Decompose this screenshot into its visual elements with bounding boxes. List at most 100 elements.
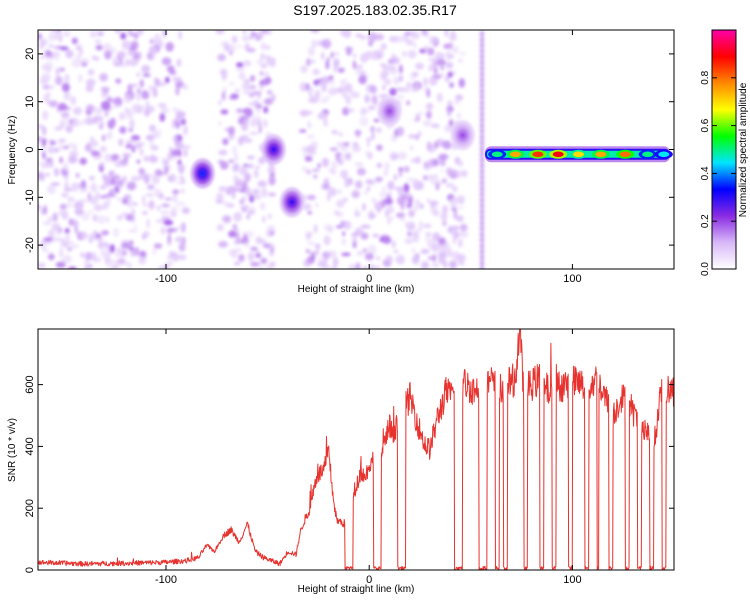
- boundary-streak: [480, 231, 484, 238]
- noise-blob: [260, 42, 266, 50]
- noise-blob: [261, 78, 270, 86]
- noise-blob: [115, 179, 124, 187]
- noise-blob: [114, 259, 125, 266]
- noise-blob: [128, 246, 134, 251]
- noise-blob: [250, 261, 260, 267]
- noise-blob: [233, 212, 243, 222]
- boundary-streak: [480, 134, 484, 141]
- noise-blob: [233, 175, 239, 182]
- noise-blob: [429, 35, 437, 45]
- noise-blob: [136, 30, 144, 36]
- noise-blob: [248, 102, 255, 106]
- noise-blob: [55, 31, 63, 39]
- noise-blob: [103, 177, 112, 187]
- noise-blob: [228, 230, 237, 238]
- noise-blob: [259, 70, 263, 76]
- noise-blob: [457, 160, 464, 168]
- noise-blob: [365, 252, 374, 261]
- noise-blob: [64, 181, 69, 189]
- noise-blob: [129, 240, 134, 246]
- boundary-streak: [480, 225, 484, 232]
- noise-blob: [423, 77, 428, 86]
- noise-blob: [60, 111, 70, 119]
- noise-blob: [172, 189, 180, 195]
- colorbar: 0.0 0.2 0.4 0.6 0.8 Normalized spectral ampl…: [700, 29, 749, 276]
- noise-blob: [96, 233, 102, 239]
- noise-blob: [423, 161, 429, 169]
- noise-blob: [115, 78, 122, 84]
- noise-blob: [235, 67, 246, 72]
- noise-blob: [428, 64, 434, 72]
- noise-blob: [413, 205, 419, 212]
- noise-blob: [142, 194, 146, 205]
- noise-blob: [382, 236, 392, 244]
- noise-blob: [337, 211, 344, 217]
- noise-blob: [181, 179, 185, 184]
- noise-blob: [459, 51, 466, 56]
- noise-blob: [45, 61, 54, 69]
- noise-blob: [71, 57, 82, 68]
- carrier-peak: [491, 151, 503, 158]
- boundary-streak: [480, 122, 484, 129]
- noise-blob: [370, 85, 378, 94]
- boundary-streak: [480, 82, 484, 89]
- x-tick-label: 0: [366, 273, 372, 285]
- noise-blob: [55, 75, 63, 86]
- spectral-feature: [270, 146, 277, 153]
- noise-blob: [436, 59, 447, 67]
- noise-blob: [391, 52, 395, 58]
- noise-blob: [175, 119, 182, 123]
- noise-blob: [84, 264, 89, 269]
- noise-blob: [121, 212, 129, 218]
- noise-blob: [241, 82, 252, 91]
- noise-blob: [371, 132, 375, 139]
- noise-blob: [419, 220, 423, 231]
- noise-blob: [60, 209, 69, 218]
- colorbar-tick-label: 0.4: [700, 166, 711, 180]
- noise-blob: [244, 243, 250, 248]
- noise-blob: [172, 193, 178, 203]
- noise-blob: [53, 237, 62, 242]
- noise-blob: [396, 212, 406, 218]
- noise-blob: [244, 172, 251, 183]
- noise-blob: [255, 36, 260, 41]
- noise-blob: [126, 181, 137, 191]
- noise-blob: [401, 194, 409, 200]
- noise-blob: [152, 131, 157, 140]
- boundary-streak: [480, 111, 484, 118]
- noise-blob: [405, 39, 414, 46]
- snr-y-ticks: 0 200 400 600: [24, 375, 674, 573]
- noise-blob: [355, 262, 361, 269]
- noise-blob: [421, 260, 429, 269]
- noise-blob: [151, 105, 155, 112]
- noise-blob: [178, 30, 182, 41]
- noise-blob: [158, 80, 163, 87]
- noise-blob: [161, 156, 165, 164]
- noise-blob: [321, 76, 331, 84]
- noise-blob: [84, 118, 95, 125]
- boundary-streak: [480, 30, 484, 37]
- noise-blob: [325, 59, 330, 70]
- noise-blob: [230, 93, 239, 99]
- carrier-peak: [552, 151, 564, 158]
- noise-blob: [269, 247, 274, 257]
- noise-blob: [40, 54, 45, 60]
- noise-blob: [218, 185, 226, 193]
- noise-blob: [267, 192, 276, 197]
- y-tick-label: 400: [24, 437, 36, 455]
- noise-blob: [243, 79, 251, 83]
- noise-blob: [359, 116, 369, 127]
- noise-blob: [156, 205, 161, 211]
- noise-blob: [342, 30, 352, 39]
- noise-blob: [354, 210, 361, 218]
- noise-blob: [327, 187, 337, 197]
- noise-blob: [360, 106, 367, 116]
- noise-blob: [218, 241, 229, 248]
- noise-blob: [126, 143, 132, 149]
- noise-blob: [396, 126, 405, 137]
- noise-blob: [352, 141, 359, 148]
- noise-blob: [124, 107, 129, 112]
- boundary-streak: [480, 168, 484, 175]
- noise-blob: [74, 226, 79, 234]
- noise-blob: [442, 178, 447, 183]
